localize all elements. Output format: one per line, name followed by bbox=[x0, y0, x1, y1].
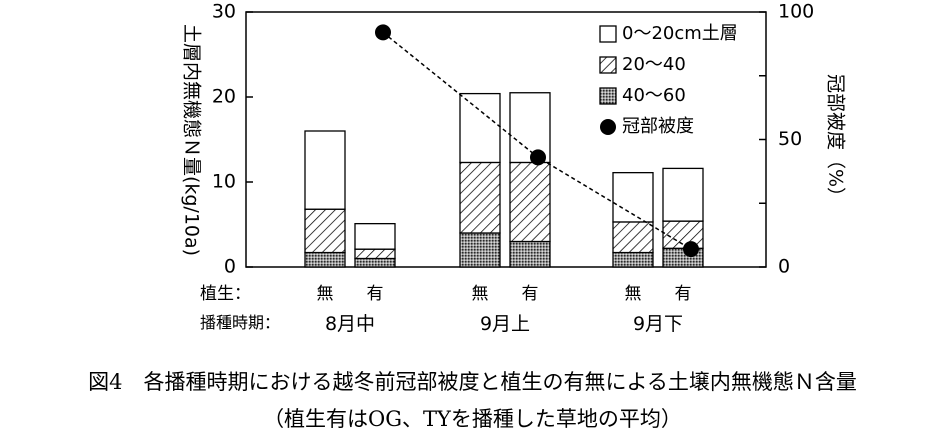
bar-segment bbox=[612, 221, 654, 254]
legend-swatch bbox=[599, 87, 617, 105]
bar-segment bbox=[509, 92, 551, 164]
legend-swatch bbox=[599, 25, 617, 43]
y-tick-label-left: 30 bbox=[212, 1, 236, 23]
row-label-vegetation: 植生： bbox=[200, 284, 251, 304]
x-tick-label-vegetation: 無 bbox=[472, 284, 489, 304]
x-tick-label-vegetation: 無 bbox=[625, 284, 642, 304]
cover-point bbox=[530, 149, 546, 166]
legend: 0～20cm土層 20～40 40～60 冠部被度 bbox=[599, 23, 738, 137]
y-axis-label-right: 冠部被度（%） bbox=[825, 74, 847, 206]
x-tick-label-vegetation: 有 bbox=[522, 284, 539, 304]
cover-point bbox=[683, 241, 699, 258]
legend-label: 冠部被度 bbox=[622, 116, 694, 137]
y-tick-label-right: 100 bbox=[778, 1, 814, 23]
y-tick-label-left: 0 bbox=[224, 256, 236, 278]
legend-marker-cover bbox=[600, 119, 616, 135]
y-axis-right: 0 50 100 bbox=[759, 1, 814, 278]
bars bbox=[304, 92, 704, 268]
legend-label: 40～60 bbox=[622, 85, 686, 106]
y-axis-left: 0 10 20 30 bbox=[212, 1, 253, 278]
bar-segment bbox=[354, 257, 396, 268]
row-label-period: 播種時期： bbox=[200, 313, 280, 332]
figure-caption-line2: （植生有はOG、TYを播種した草地の平均） bbox=[263, 407, 682, 431]
legend-swatch bbox=[599, 56, 617, 74]
bar-segment bbox=[509, 161, 551, 243]
y-tick-label-left: 10 bbox=[212, 171, 236, 193]
cover-series bbox=[375, 24, 699, 258]
bar-segment bbox=[459, 232, 501, 268]
x-tick-label-period: 8月中 bbox=[325, 313, 375, 335]
y-tick-label-right: 0 bbox=[778, 256, 790, 278]
y-axis-label-left: 土層内無機態Ｎ量(kg/10a) bbox=[181, 24, 203, 256]
bar-segment bbox=[304, 130, 346, 210]
bar-segment bbox=[509, 240, 551, 268]
cover-point bbox=[375, 24, 391, 41]
bar-segment bbox=[304, 251, 346, 268]
legend-label: 0～20cm土層 bbox=[622, 23, 738, 44]
bar-segment bbox=[459, 161, 501, 234]
bar-segment bbox=[354, 248, 396, 260]
y-tick-label-right: 50 bbox=[778, 128, 802, 150]
bar-segment bbox=[354, 222, 396, 250]
x-axis-labels: 植生： 播種時期： 無 有 無 有 無 有 8月中 9月上 9月下 bbox=[200, 284, 692, 335]
bar-segment bbox=[662, 167, 704, 222]
x-tick-label-vegetation: 有 bbox=[675, 284, 692, 304]
bar-segment bbox=[459, 92, 501, 164]
x-tick-label-vegetation: 有 bbox=[367, 284, 384, 304]
x-tick-label-vegetation: 無 bbox=[317, 284, 334, 304]
legend-label: 20～40 bbox=[622, 54, 686, 75]
x-tick-label-period: 9月下 bbox=[633, 313, 683, 335]
bar-segment bbox=[304, 208, 346, 254]
figure-caption-line1: 図4 各播種時期における越冬前冠部被度と植生の有無による土壌内無機態Ｎ含量 bbox=[88, 370, 857, 394]
x-tick-label-period: 9月上 bbox=[480, 313, 530, 335]
bar-segment bbox=[612, 251, 654, 268]
y-tick-label-left: 20 bbox=[212, 86, 236, 108]
